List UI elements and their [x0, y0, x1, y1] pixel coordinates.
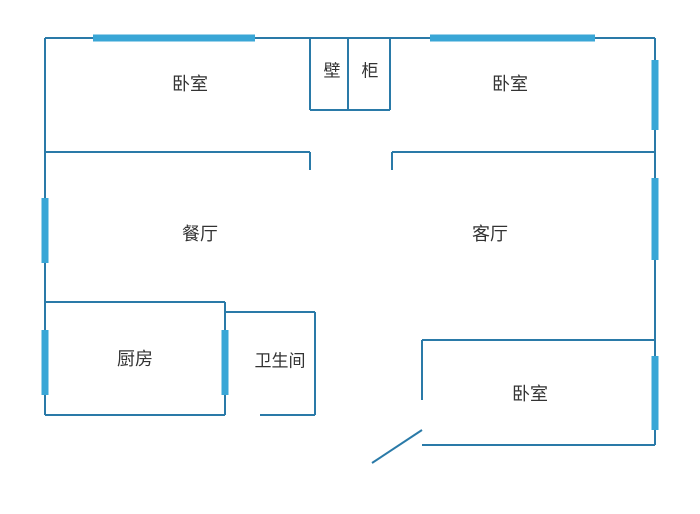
- floor-plan: 卧室卧室卧室壁柜餐厅客厅厨房卫生间: [0, 0, 700, 514]
- label-closet_l: 壁: [324, 61, 341, 80]
- label-closet_r: 柜: [362, 61, 379, 80]
- label-living: 客厅: [472, 224, 508, 244]
- label-kitchen: 厨房: [117, 349, 153, 369]
- label-dining: 餐厅: [182, 224, 218, 244]
- label-bedroom_tl: 卧室: [172, 74, 208, 94]
- wall-20: [372, 430, 422, 463]
- label-bedroom_br: 卧室: [512, 384, 548, 404]
- walls-layer: [45, 38, 655, 463]
- labels-layer: 卧室卧室卧室壁柜餐厅客厅厨房卫生间: [117, 61, 548, 403]
- label-bedroom_tr: 卧室: [492, 74, 528, 94]
- label-bath: 卫生间: [255, 351, 306, 370]
- windows-layer: [45, 38, 655, 430]
